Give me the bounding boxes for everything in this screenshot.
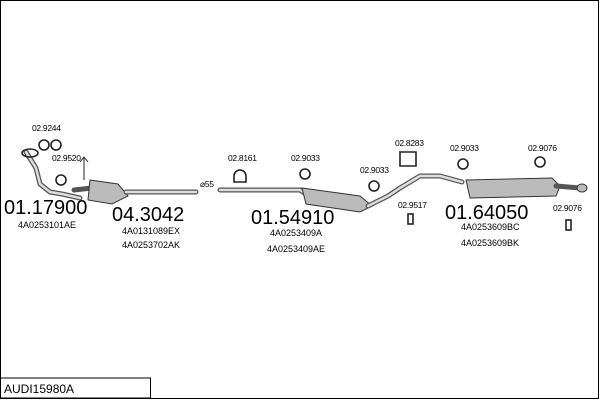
oe-number: 4A0253609BK	[461, 238, 519, 248]
part-number: 04.3042	[112, 204, 184, 226]
fitting-label: 02.9033	[291, 153, 320, 163]
oe-number: 4A0253409A	[270, 228, 322, 238]
fitting-label: 02.8283	[395, 138, 424, 148]
oe-number: 4A0253409AE	[267, 244, 325, 254]
rear-silencer	[465, 177, 588, 199]
part-number: 01.17900	[4, 197, 87, 219]
middle-silencer	[217, 173, 465, 213]
fitting-label: 02.9033	[360, 165, 389, 175]
part-number: 01.64050	[445, 202, 528, 224]
oe-number: 4A0131089EX	[122, 226, 180, 236]
fittings	[38, 139, 572, 231]
catalytic-converter	[71, 179, 199, 205]
front-pipe	[21, 148, 89, 201]
fitting-label: 02.9076	[528, 143, 557, 153]
oe-number: 4A0253609BC	[461, 222, 520, 232]
fitting-label: 02.9244	[32, 123, 61, 133]
code-box	[0, 377, 151, 399]
oe-number: 4A0253702AK	[122, 240, 180, 250]
fitting-label: 02.8161	[228, 153, 257, 163]
oe-number: 4A0253101AE	[18, 220, 76, 230]
fitting-label: 02.9517	[398, 200, 427, 210]
code: AUDI15980A	[4, 382, 74, 396]
fitting-label: 02.9520	[52, 153, 81, 163]
fitting-label: 02.9076	[553, 203, 582, 213]
part-number: 01.54910	[251, 207, 334, 229]
fitting-label: 02.9033	[450, 143, 479, 153]
diameter-label: ⌀55	[200, 179, 214, 189]
